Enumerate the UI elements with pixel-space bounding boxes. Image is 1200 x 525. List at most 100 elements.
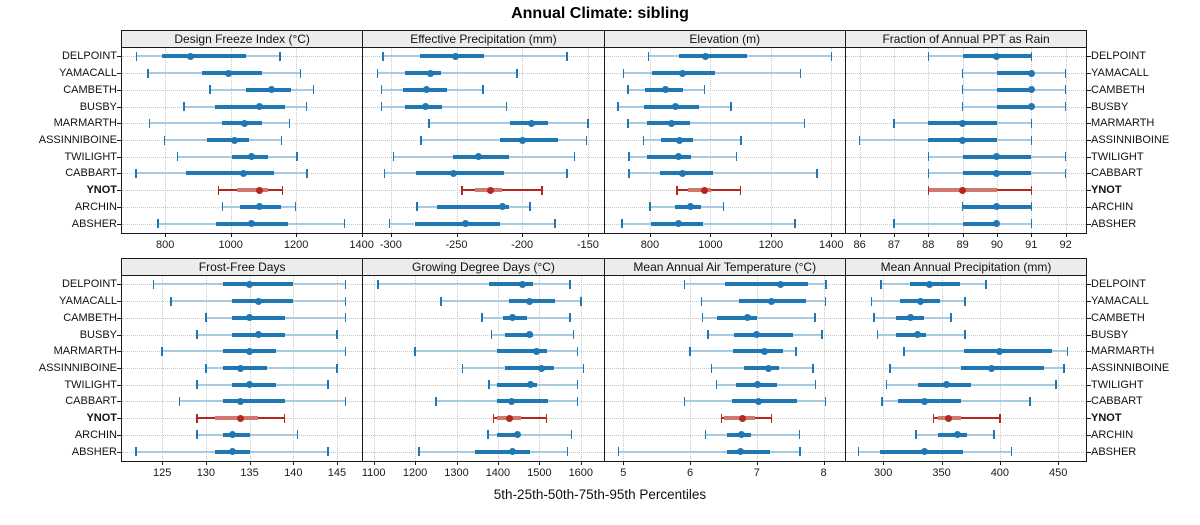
y-tick-right	[1087, 190, 1092, 192]
y-tick-right	[1087, 301, 1092, 303]
site-label-ynot-right: YNOT	[1091, 184, 1122, 197]
median-dot	[498, 203, 506, 211]
interquartile-band	[223, 366, 268, 370]
x-tick-label: -150	[576, 239, 599, 251]
whisker-low	[382, 55, 420, 58]
whisker-high	[702, 222, 795, 225]
whisker-low	[622, 222, 651, 225]
x-tick-label: 89	[956, 239, 969, 251]
whisker-low	[381, 105, 406, 108]
cap-5th	[961, 202, 964, 212]
whisker-high	[1044, 367, 1065, 369]
x-tick-label: 140	[284, 467, 303, 479]
whisker-high	[1031, 105, 1066, 108]
cap-95th	[825, 279, 827, 289]
x-tick	[390, 233, 392, 237]
whisker-high	[284, 400, 346, 403]
whisker-high	[555, 300, 581, 303]
median-dot	[993, 52, 1001, 60]
median-dot	[487, 186, 495, 194]
y-tick-right	[1087, 451, 1092, 453]
interquartile-band	[643, 104, 699, 109]
median-dot	[959, 119, 967, 127]
site-label-twilight-left: TWILIGHT	[64, 378, 117, 391]
cap-5th	[642, 135, 645, 145]
whisker-low	[628, 122, 647, 125]
y-tick-left	[117, 73, 121, 75]
whisker-high	[970, 383, 1056, 386]
whisker-high	[249, 433, 298, 436]
whisker-high	[960, 283, 986, 286]
median-dot	[239, 169, 247, 177]
x-tick-label: 1500	[527, 467, 552, 479]
x-tick	[1065, 233, 1067, 237]
whisker-low	[179, 400, 224, 403]
whisker-low	[415, 350, 498, 353]
y-tick-left	[117, 434, 121, 436]
whisker-high	[967, 433, 995, 436]
panel-strip-title: Frost-Free Days	[198, 260, 286, 274]
cap-95th	[1055, 380, 1057, 390]
median-dot	[674, 220, 682, 228]
cap-95th	[812, 363, 814, 373]
y-tick-left	[117, 123, 121, 125]
median-dot	[753, 381, 761, 389]
site-label-marmarth-left: MARMARTH	[53, 345, 117, 358]
y-tick-right	[1087, 123, 1092, 125]
site-label-busby-left: BUSBY	[79, 328, 117, 341]
y-tick-right	[1087, 89, 1092, 91]
cap-95th	[1064, 152, 1067, 162]
median-dot	[526, 297, 534, 305]
cap-5th	[148, 118, 151, 128]
median-dot	[246, 314, 254, 322]
cap-5th	[135, 447, 137, 457]
x-tick-label: 5	[620, 467, 627, 479]
interquartile-band	[744, 366, 780, 370]
median-dot	[237, 397, 245, 405]
cap-95th	[814, 313, 816, 323]
site-label-cabbart-left: CABBART	[65, 395, 117, 408]
panel-strip-title: Fraction of Annual PPT as Rain	[882, 32, 1050, 46]
x-tick	[456, 233, 458, 237]
cap-5th	[488, 380, 490, 390]
cap-5th	[689, 346, 691, 356]
y-tick-right	[1087, 418, 1092, 420]
cap-5th	[388, 219, 391, 229]
x-tick-label: 135	[240, 467, 259, 479]
cap-5th	[927, 168, 930, 178]
x-tick	[580, 461, 582, 465]
whisker-low	[708, 333, 735, 336]
interquartile-band	[688, 188, 711, 193]
cap-5th	[383, 168, 386, 178]
row-guide	[845, 301, 1087, 303]
cap-95th	[516, 68, 518, 78]
site-label-busby-right: BUSBY	[1091, 100, 1129, 113]
cap-95th	[570, 430, 573, 440]
cap-5th	[932, 413, 935, 423]
site-label-cambeth-right: CAMBETH	[1091, 83, 1145, 96]
whisker-low	[462, 367, 505, 369]
site-label-archin-right: ARCHIN	[1091, 428, 1134, 441]
whisker-low	[493, 417, 498, 420]
whisker-low	[205, 316, 233, 319]
cap-95th	[1066, 346, 1069, 356]
x-tick	[1031, 233, 1033, 237]
cap-5th	[881, 396, 883, 406]
median-dot	[675, 136, 683, 144]
median-dot	[959, 136, 967, 144]
cap-95th	[1030, 185, 1032, 195]
cap-5th	[147, 68, 149, 78]
cap-95th	[280, 135, 283, 145]
median-dot	[906, 314, 914, 322]
whisker-low	[197, 417, 215, 420]
cap-5th	[382, 51, 384, 61]
interquartile-band	[961, 366, 1045, 370]
cap-5th	[487, 430, 489, 440]
cap-5th	[621, 219, 623, 229]
interquartile-band	[659, 171, 713, 176]
x-tick	[962, 233, 964, 237]
median-dot	[519, 280, 527, 288]
whisker-high	[520, 433, 572, 436]
median-dot	[679, 69, 687, 77]
